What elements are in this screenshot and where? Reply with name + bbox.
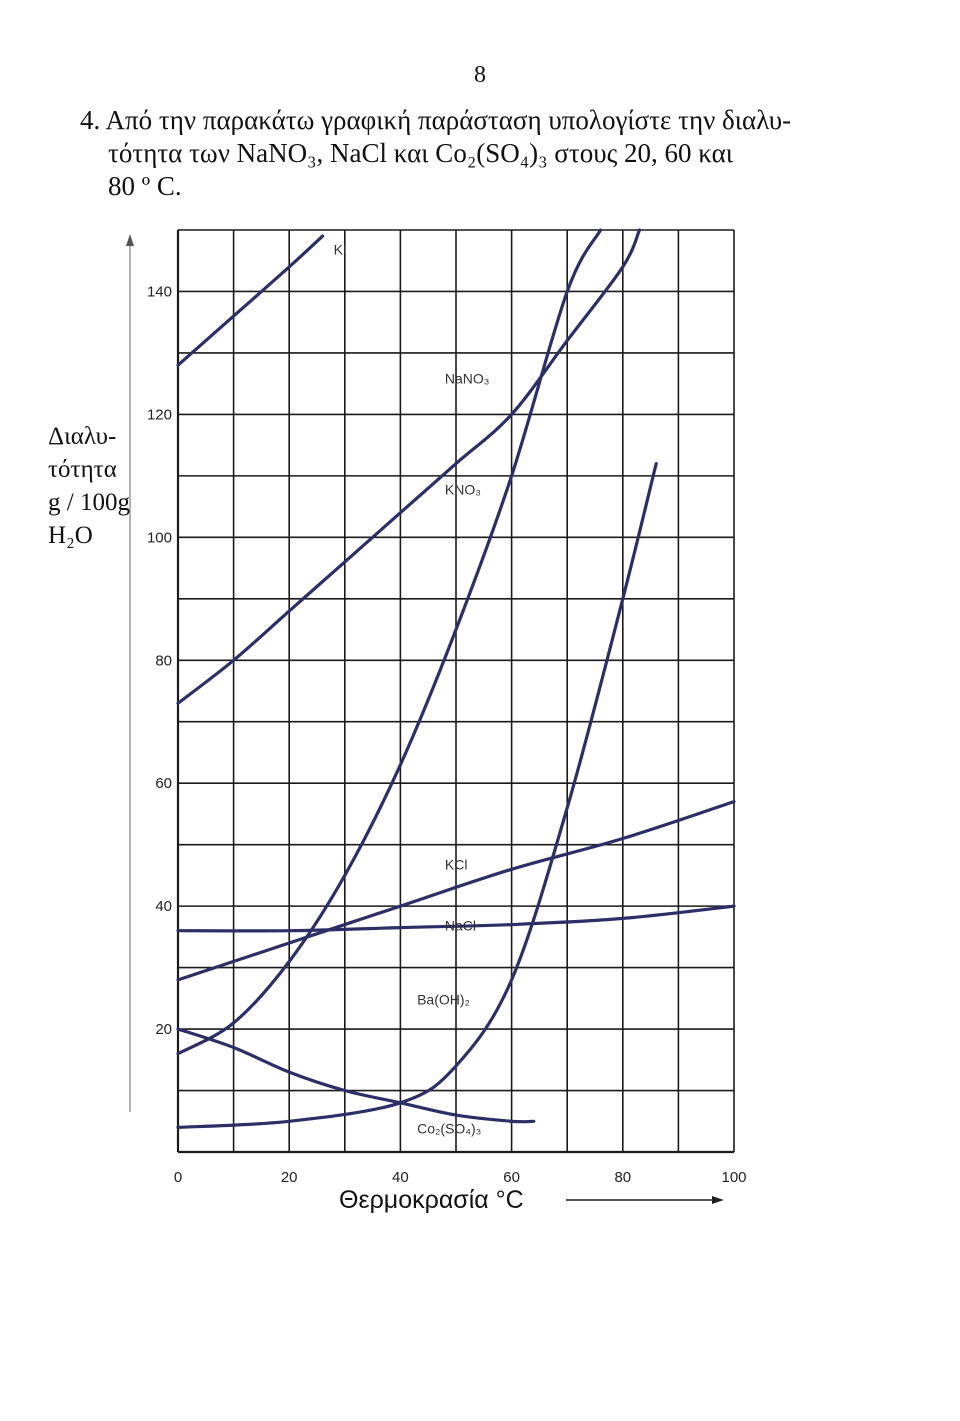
page-number: 8 <box>474 62 486 88</box>
y-tick-label: 100 <box>147 529 172 546</box>
x-tick-label: 20 <box>281 1169 298 1186</box>
series-label-ba-oh: Ba(OH)₂ <box>417 991 470 1007</box>
series-label-nacl: NaCl <box>445 918 476 934</box>
series-label-nano: NaNO₃ <box>445 371 490 387</box>
x-axis-arrowhead <box>712 1196 724 1204</box>
y-tick-label: 140 <box>147 283 172 300</box>
y-tick-label: 20 <box>155 1021 172 1038</box>
question-line-1: 4. Από την παρακάτω γραφική παράσταση υπ… <box>80 104 880 137</box>
y-tick-label: 60 <box>155 775 172 792</box>
series-line-nano <box>176 228 642 705</box>
question-line-3: 80 º C. <box>108 171 182 201</box>
question-number: 4. <box>80 105 101 135</box>
grid-lines <box>178 229 734 1152</box>
series-line-co-so <box>176 1027 536 1124</box>
y-axis-label-line-1: Διαλυ- <box>48 423 117 450</box>
y-axis-arrowhead <box>126 234 134 246</box>
series-label-co-so: Co₂(SO₄)₃ <box>417 1121 481 1137</box>
y-axis-label-line-4: H₂O <box>48 522 93 549</box>
x-tick-label: 40 <box>392 1169 409 1186</box>
series-line-ba-oh <box>176 462 658 1129</box>
question-text: 4. Από την παρακάτω γραφική παράσταση υπ… <box>80 104 880 203</box>
x-tick-label: 0 <box>174 1169 182 1186</box>
series-line-kcl <box>176 800 736 982</box>
tick-labels: 0 20 40 60 80 100 20 40 60 80 100 120 140 <box>147 283 747 1186</box>
series-label-kno: KNO₃ <box>445 481 481 497</box>
x-axis-title: Θερμοκρασία °C <box>339 1186 724 1214</box>
series-line-nacl <box>176 904 736 933</box>
x-tick-label: 80 <box>614 1169 631 1186</box>
axes <box>126 230 735 1154</box>
y-axis-label-line-2: τότητα <box>48 456 117 483</box>
y-tick-label: 80 <box>155 652 172 669</box>
y-tick-label: 120 <box>147 406 172 423</box>
series-line-kno <box>176 228 603 1056</box>
y-tick-label: 40 <box>155 898 172 915</box>
y-axis-label: Διαλυ- τότητα g / 100g H₂O <box>48 420 130 552</box>
x-axis-label: Θερμοκρασία °C <box>339 1186 524 1214</box>
series-line-ki <box>176 234 325 367</box>
question-line-2: τότητα των NaNO₃, NaCl και Co₂(SO₄)₃ στο… <box>108 138 734 168</box>
series-label-kcl: KCl <box>445 856 468 872</box>
x-tick-label: 100 <box>721 1169 746 1186</box>
series-curves <box>176 228 736 1129</box>
x-tick-label: 60 <box>503 1169 520 1186</box>
series-labels: KI NaNO₃ KNO₃ KCl NaCl Ba(OH)₂ Co₂(SO₄)₃ <box>334 242 490 1137</box>
y-axis-label-line-3: g / 100g <box>48 489 130 516</box>
series-label-ki: KI <box>334 242 347 258</box>
question-line-1-text: Από την παρακάτω γραφική παράσταση υπολο… <box>105 105 792 135</box>
